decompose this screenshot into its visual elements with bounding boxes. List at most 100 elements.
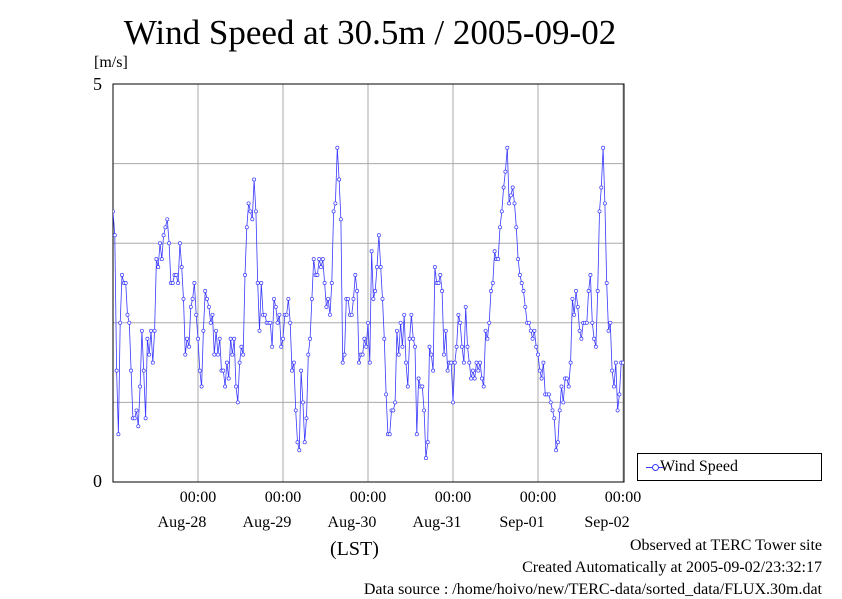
data-point — [483, 328, 488, 333]
data-point — [532, 328, 537, 333]
x-tick-time-label: 00:00 — [519, 489, 557, 506]
x-tick-time-label: 00:00 — [349, 489, 387, 506]
data-point — [499, 209, 504, 214]
data-point — [404, 360, 408, 365]
data-point — [373, 289, 378, 293]
data-point — [452, 360, 457, 365]
data-point — [194, 312, 199, 317]
data-point — [366, 320, 370, 325]
data-point — [613, 360, 618, 365]
data-point — [295, 440, 300, 445]
data-point — [221, 368, 226, 373]
data-point — [463, 304, 468, 309]
data-point — [427, 344, 432, 349]
data-point — [308, 336, 313, 341]
data-point — [306, 352, 311, 357]
data-point — [442, 352, 446, 357]
data-point — [284, 312, 289, 317]
data-point — [252, 177, 257, 182]
data-point — [460, 344, 464, 349]
data-point — [360, 352, 365, 357]
data-point — [574, 289, 578, 293]
y-axis-unit: [m/s] — [94, 54, 128, 71]
x-tick-date-label: Sep-01 — [499, 514, 545, 531]
data-point — [592, 336, 597, 341]
data-point — [351, 296, 356, 301]
data-point — [328, 312, 332, 317]
data-point — [376, 233, 381, 238]
data-point — [541, 360, 546, 365]
x-tick-time-label: 00:00 — [434, 489, 472, 506]
x-tick-time-label: 00:00 — [604, 489, 642, 506]
data-point — [174, 273, 179, 277]
data-point — [432, 265, 437, 270]
data-point — [300, 400, 305, 405]
data-point — [615, 408, 620, 413]
data-point — [521, 289, 526, 293]
data-point — [156, 265, 161, 270]
data-point — [599, 185, 604, 190]
data-point — [472, 376, 477, 381]
data-point — [212, 352, 217, 357]
data-point — [465, 344, 470, 349]
chart-title: Wind Speed at 30.5m / 2005-09-02 — [123, 13, 617, 52]
data-point — [270, 344, 275, 349]
data-point — [394, 328, 399, 333]
data-point — [159, 257, 164, 262]
data-point — [281, 336, 285, 341]
plot-frame — [112, 83, 625, 483]
data-point — [422, 408, 427, 413]
data-point — [572, 312, 577, 317]
data-point — [346, 296, 351, 301]
data-point — [375, 265, 379, 270]
data-point — [402, 312, 407, 317]
data-point — [170, 281, 175, 285]
data-point — [508, 193, 513, 198]
data-point — [546, 392, 551, 397]
data-point — [338, 217, 343, 222]
x-tick-time-label: 00:00 — [179, 489, 217, 506]
data-point — [512, 201, 517, 206]
y-tick-label-max: 5 — [93, 74, 102, 94]
data-point — [407, 336, 412, 341]
data-point — [431, 368, 436, 373]
data-point — [132, 416, 137, 421]
data-point — [420, 384, 425, 389]
data-point — [621, 360, 624, 365]
data-point — [331, 209, 336, 214]
data-point — [564, 376, 569, 381]
data-point — [290, 368, 294, 373]
x-tick-date-label: Aug-28 — [157, 514, 207, 531]
data-point — [337, 177, 342, 182]
data-point — [230, 352, 235, 357]
data-point — [288, 320, 293, 325]
data-point — [190, 296, 195, 301]
data-point — [113, 233, 117, 238]
data-point — [461, 360, 466, 365]
data-point — [400, 344, 405, 349]
data-point — [224, 360, 229, 365]
series-wind-speed — [113, 145, 624, 461]
data-point — [201, 328, 206, 333]
data-point — [138, 384, 143, 389]
data-point — [479, 376, 484, 381]
data-point — [481, 384, 486, 389]
data-point — [217, 336, 222, 341]
data-point — [136, 424, 141, 429]
data-point — [179, 265, 184, 270]
data-point — [355, 289, 360, 293]
data-point — [116, 432, 121, 437]
data-point — [382, 336, 387, 341]
data-point — [239, 344, 244, 349]
footer-site: Observed at TERC Tower site — [629, 537, 822, 554]
data-point — [150, 360, 155, 365]
data-point — [552, 416, 557, 421]
data-point — [490, 281, 495, 285]
data-point — [536, 352, 540, 357]
x-tick-date-label: Aug-31 — [412, 514, 462, 531]
data-point — [319, 265, 323, 270]
data-point — [275, 320, 280, 325]
data-point — [517, 273, 522, 277]
data-point — [510, 185, 515, 190]
data-point — [152, 328, 157, 333]
